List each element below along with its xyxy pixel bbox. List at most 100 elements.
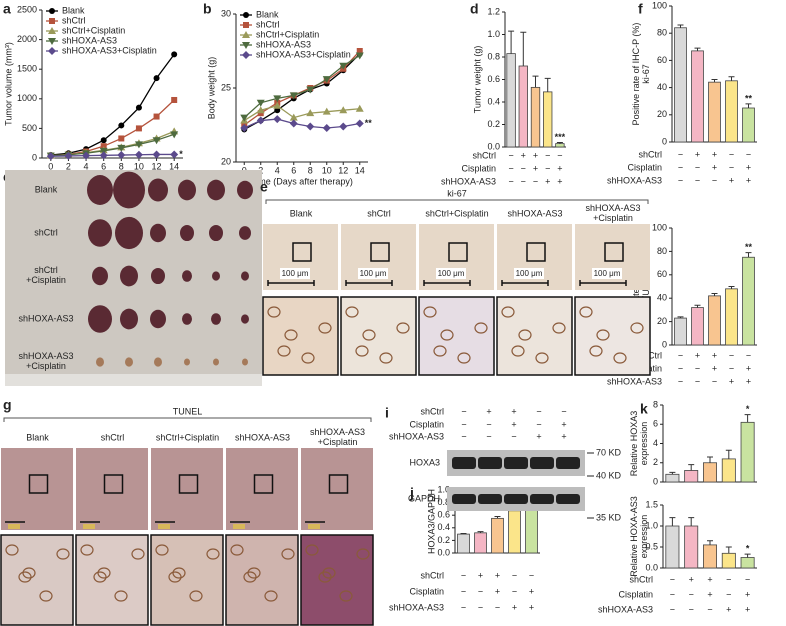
cell <box>318 571 332 583</box>
cell <box>396 322 410 334</box>
condition-name: Cisplatin <box>618 589 653 599</box>
zoom-image <box>262 296 339 376</box>
condition-sign: − <box>746 149 751 159</box>
condition-sign: + <box>689 574 694 584</box>
condition-name: shHOXA-AS3 <box>389 431 444 441</box>
zoom-box <box>103 474 124 494</box>
error-bar <box>728 286 735 289</box>
condition-sign: − <box>508 163 513 173</box>
condition-sign: − <box>678 350 683 360</box>
bar <box>506 53 516 148</box>
scale-label: 100 μm <box>282 269 309 278</box>
y-tick-label: 40 <box>657 82 667 92</box>
scale-box <box>436 268 466 279</box>
y-tick-label: 20 <box>657 316 667 326</box>
cell <box>97 567 111 579</box>
marker <box>289 92 298 100</box>
y-axis-label: Positive rate of IHC-P (%)ki-67 <box>631 23 651 126</box>
bracket <box>265 199 649 204</box>
tumor <box>115 216 143 250</box>
legend-marker <box>242 42 250 49</box>
y-tick-label: 0.0 <box>437 547 450 557</box>
cell <box>362 329 376 341</box>
y-axis-label: Tumor weight (g) <box>472 46 482 114</box>
condition-sign: + <box>729 376 734 386</box>
cell <box>596 329 610 341</box>
y-tick-label: 80 <box>657 28 667 38</box>
error-bar <box>744 414 751 423</box>
condition-sign: − <box>511 431 516 441</box>
condition-sign: − <box>545 150 550 160</box>
y-tick-label: 0.5 <box>645 541 658 551</box>
condition-name: Cisplatin <box>627 162 662 172</box>
tumor <box>154 357 162 367</box>
band <box>504 494 528 504</box>
panel-title: TUNEL <box>173 406 203 416</box>
panel-letter: f <box>638 1 643 17</box>
marker <box>273 115 282 124</box>
zoom-box <box>292 242 312 262</box>
cell <box>247 567 261 579</box>
error-bar <box>669 517 676 526</box>
condition-sign: − <box>478 602 483 612</box>
tumor <box>150 223 166 243</box>
condition-sign: + <box>712 363 717 373</box>
marker <box>240 114 249 122</box>
bar <box>491 517 504 554</box>
error-bar <box>707 456 713 463</box>
x-tick-label: 10 <box>134 161 144 171</box>
condition-sign: − <box>461 586 466 596</box>
cell <box>267 306 281 318</box>
condition-sign: − <box>461 570 466 580</box>
y-tick-label: 0.4 <box>487 96 500 106</box>
series-line <box>243 54 361 119</box>
bar <box>474 532 487 554</box>
condition-sign: + <box>495 570 500 580</box>
y-tick-label: 30 <box>221 8 231 18</box>
condition-sign: − <box>678 175 683 185</box>
y-tick-label: 1500 <box>17 64 37 74</box>
condition-sign: − <box>678 363 683 373</box>
error-bar <box>677 24 684 28</box>
marker <box>355 52 364 60</box>
error-bar <box>745 103 752 108</box>
marker <box>153 113 160 120</box>
condition-sign: + <box>745 589 750 599</box>
error-bar <box>711 293 718 296</box>
condition-sign: + <box>521 150 526 160</box>
size-marker: 40 KD <box>596 470 622 480</box>
error-bar <box>508 30 515 54</box>
y-tick-label: 0.2 <box>487 119 500 129</box>
condition-name: shCtrl <box>629 574 653 584</box>
y-tick-label: 1.0 <box>645 520 658 530</box>
y-axis-label: Relative HOXA-AS3expression <box>629 496 649 577</box>
x-tick-label: 0 <box>48 161 53 171</box>
cell <box>356 548 370 560</box>
column-label: shHOXA-AS3 +Cisplatin <box>585 203 640 223</box>
tumor <box>212 271 220 281</box>
band <box>556 457 580 469</box>
y-tick-label: 0.2 <box>437 535 450 545</box>
bar <box>525 504 538 554</box>
cell <box>18 571 32 583</box>
micrograph <box>575 224 650 290</box>
legend-marker <box>242 51 250 59</box>
cell <box>433 345 447 357</box>
condition-sign: + <box>478 570 483 580</box>
marker <box>135 104 142 111</box>
bar <box>684 470 699 483</box>
bar <box>708 81 721 143</box>
error-bar <box>477 531 484 533</box>
legend-label: shHOXA-AS3 <box>256 39 311 49</box>
condition-sign: − <box>670 574 675 584</box>
marker <box>273 101 282 109</box>
error-bar <box>532 75 539 88</box>
annotation: ** <box>365 118 373 128</box>
condition-name: Cisplatin <box>461 163 496 173</box>
scale-label: 100 μm <box>516 269 543 278</box>
legend-marker <box>48 27 56 34</box>
cell <box>457 352 471 364</box>
condition-sign: + <box>557 163 562 173</box>
zoom-image <box>75 534 149 626</box>
condition-sign: − <box>461 602 466 612</box>
